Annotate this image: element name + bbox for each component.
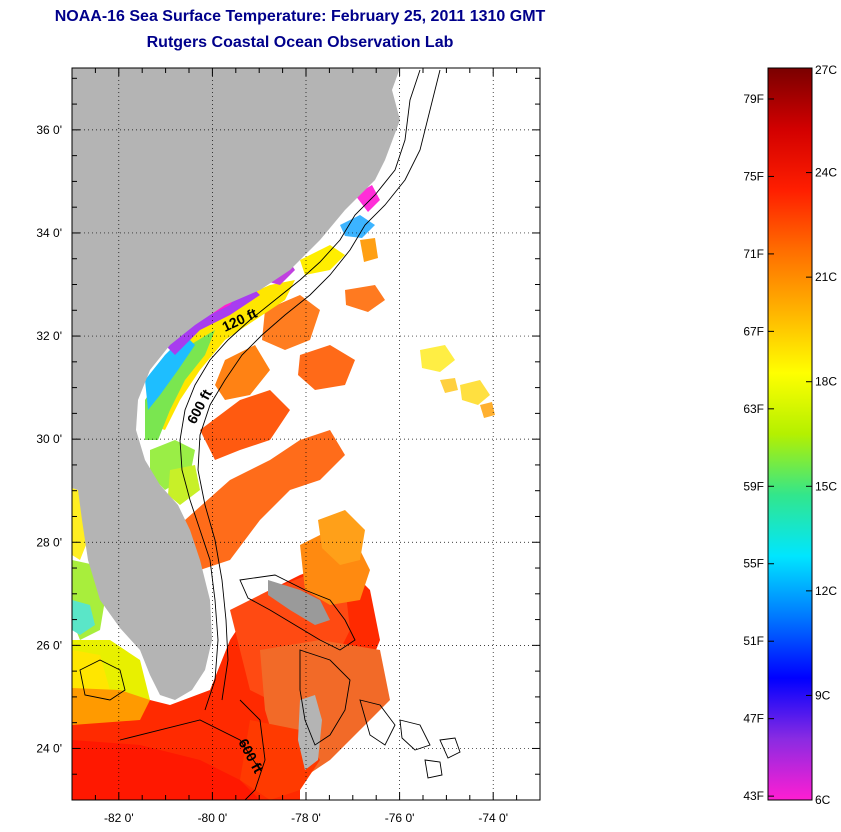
colorbar-celsius-label: 15C [815, 479, 837, 493]
lat-tick-label: 28 0' [36, 535, 62, 549]
lat-tick-label: 36 0' [36, 123, 62, 137]
colorbar-fahrenheit-label: 75F [743, 169, 764, 183]
lon-tick-label: -82 0' [104, 811, 134, 825]
sst-offshore-scatter [420, 345, 495, 418]
lon-tick-label: -80 0' [198, 811, 228, 825]
bathymetry-contours [79, 69, 461, 800]
lat-tick-label: 32 0' [36, 329, 62, 343]
colorbar-fahrenheit-label: 79F [743, 92, 764, 106]
sst-gulf-stream-mid [185, 238, 385, 570]
colorbar-celsius-label: 9C [815, 688, 831, 702]
colorbar-fahrenheit-label: 63F [743, 402, 764, 416]
lat-tick-label: 26 0' [36, 638, 62, 652]
lat-tick-label: 30 0' [36, 432, 62, 446]
colorbar-ticks: 27C 24C 21C 18C 15C 12C 9C 6C 79F 75F 71F 67F 63F 59F… [743, 63, 837, 807]
sst-warm-south [72, 510, 390, 800]
colorbar-fahrenheit-label: 59F [743, 479, 764, 493]
colorbar-celsius-label: 12C [815, 584, 837, 598]
colorbar [767, 67, 813, 801]
lat-tick-label: 34 0' [36, 226, 62, 240]
colorbar-fahrenheit-label: 51F [743, 634, 764, 648]
colorbar-celsius-label: 21C [815, 270, 837, 284]
colorbar-fahrenheit-label: 67F [743, 324, 764, 338]
lon-tick-label: -78 0' [291, 811, 321, 825]
map-title: NOAA-16 Sea Surface Temperature: Februar… [54, 8, 546, 25]
lat-tick-label: 24 0' [36, 741, 62, 755]
colorbar-celsius-label: 18C [815, 375, 837, 389]
map-subtitle: Rutgers Coastal Ocean Observation Lab [146, 34, 454, 51]
colorbar-fahrenheit-label: 71F [743, 247, 764, 261]
colorbar-fahrenheit-label: 47F [743, 712, 764, 726]
lon-tick-label: -76 0' [385, 811, 415, 825]
colorbar-fahrenheit-label: 43F [743, 789, 764, 803]
colorbar-celsius-label: 27C [815, 63, 837, 77]
lon-tick-label: -74 0' [478, 811, 508, 825]
axis-ticks [71, 68, 541, 801]
colorbar-celsius-label: 6C [815, 793, 831, 807]
axis-tick-labels: -82 0' -80 0' -78 0' -76 0' -74 0' 24 0' 26 0'… [36, 123, 508, 825]
colorbar-celsius-label: 24C [815, 166, 837, 180]
colorbar-fahrenheit-label: 55F [743, 557, 764, 571]
